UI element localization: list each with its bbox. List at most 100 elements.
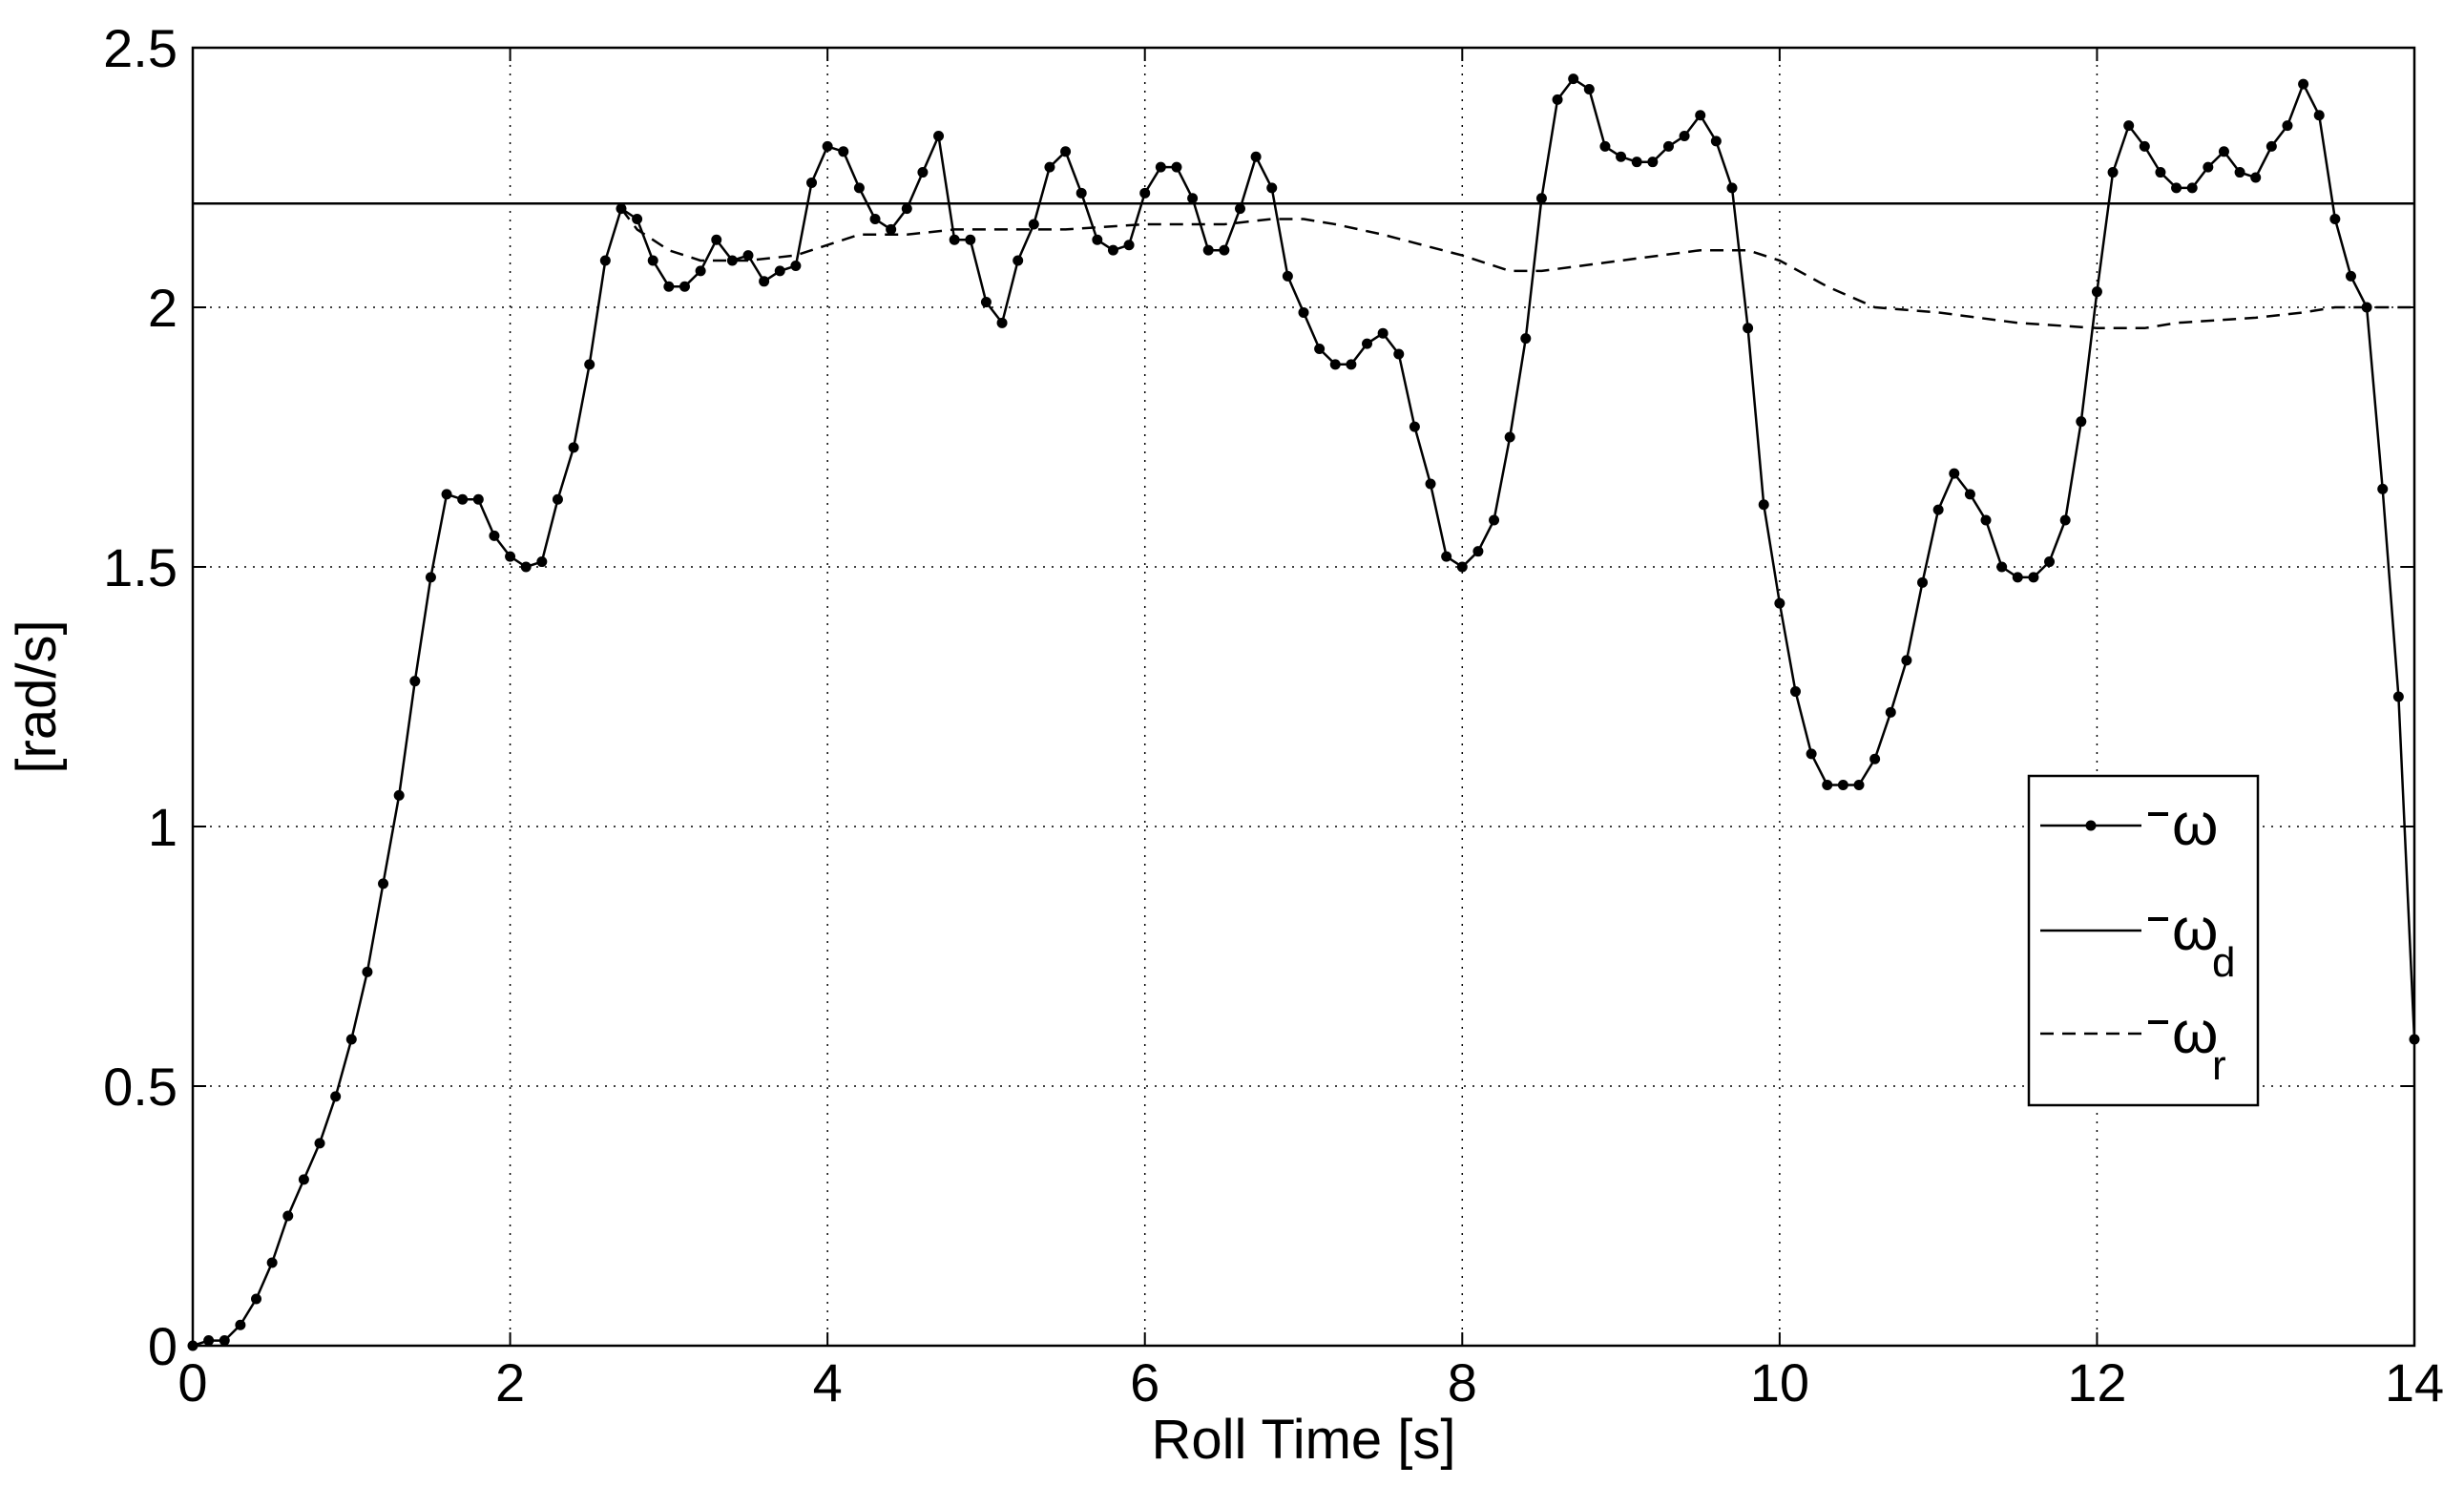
data-point — [1219, 244, 1230, 256]
data-point — [362, 966, 373, 977]
data-point — [457, 493, 469, 505]
data-point — [1583, 84, 1595, 95]
data-point — [1568, 73, 1579, 85]
data-point — [2298, 78, 2309, 90]
data-point — [1869, 753, 1881, 764]
legend-subscript: d — [2212, 939, 2235, 986]
data-point — [2345, 270, 2356, 282]
y-tick-label: 0 — [148, 1316, 177, 1376]
data-point — [1187, 193, 1199, 204]
data-point — [742, 250, 754, 262]
data-point — [1472, 546, 1484, 557]
data-point — [2107, 167, 2119, 178]
data-point — [790, 260, 802, 271]
data-point — [1616, 151, 1627, 162]
data-point — [520, 561, 532, 573]
data-point — [1107, 244, 1118, 256]
data-point — [679, 281, 690, 292]
legend-entry: ωd — [2040, 897, 2235, 986]
y-tick-label: 2 — [148, 278, 177, 338]
y-tick-label: 0.5 — [103, 1057, 177, 1117]
data-point — [2139, 140, 2150, 152]
data-point — [1631, 157, 1642, 168]
data-point — [949, 234, 960, 245]
data-point — [1441, 551, 1452, 562]
data-point — [1837, 779, 1848, 790]
series-line — [620, 207, 2414, 330]
legend-marker — [2085, 820, 2097, 831]
legend-box — [2027, 774, 2260, 1107]
data-point — [1234, 203, 1245, 215]
data-point — [1362, 338, 1373, 349]
data-point — [1726, 182, 1738, 194]
data-point — [1964, 489, 1975, 500]
x-tick-label: 12 — [2067, 1352, 2126, 1413]
data-point — [2377, 483, 2389, 494]
data-point — [1679, 130, 1690, 141]
data-point — [266, 1257, 278, 1268]
data-point — [838, 146, 849, 157]
legend-subscript: r — [2212, 1042, 2226, 1089]
data-point — [2218, 146, 2229, 157]
data-point — [1901, 655, 1912, 666]
data-point — [489, 530, 500, 541]
data-point — [806, 177, 818, 188]
data-point — [2313, 110, 2325, 121]
data-point — [2028, 572, 2039, 583]
data-point — [1535, 193, 1547, 204]
data-point — [1298, 306, 1309, 318]
data-point — [409, 676, 421, 687]
data-point — [1013, 255, 1024, 266]
data-point — [298, 1174, 309, 1185]
data-point — [599, 255, 611, 266]
data-point — [219, 1335, 230, 1347]
data-point — [1314, 344, 1326, 355]
data-point — [314, 1138, 325, 1149]
data-point — [901, 203, 912, 215]
data-point — [1028, 219, 1039, 230]
data-point — [980, 297, 992, 308]
data-point — [774, 265, 785, 277]
data-point — [1489, 514, 1500, 526]
data-point — [1774, 597, 1785, 609]
data-point — [441, 489, 452, 500]
data-point — [1822, 779, 1833, 790]
data-point — [203, 1335, 215, 1347]
y-tick-label: 1 — [148, 797, 177, 857]
data-point — [552, 493, 563, 505]
data-point — [1393, 348, 1405, 360]
data-point — [1250, 151, 1262, 162]
data-point — [1710, 136, 1722, 147]
data-point — [2250, 172, 2262, 183]
grid-lines — [193, 48, 2414, 1346]
data-point — [2076, 416, 2087, 428]
data-point — [1932, 504, 1944, 515]
data-point — [584, 359, 595, 370]
data-point — [2155, 167, 2166, 178]
data-point — [1520, 333, 1532, 345]
x-tick-label: 0 — [177, 1352, 207, 1413]
axis-ticks: 0 2 4 6 8 10 12 14 0 0.5 1 1.5 2 2.5 — [103, 18, 2444, 1413]
data-point — [1743, 323, 1754, 334]
data-point — [965, 234, 976, 245]
data-point — [1695, 110, 1706, 121]
x-tick-label: 8 — [1448, 1352, 1477, 1413]
data-point — [1789, 686, 1801, 698]
data-point — [2059, 514, 2071, 526]
data-point — [1329, 359, 1341, 370]
data-point — [1075, 187, 1087, 199]
data-point — [1123, 240, 1135, 251]
data-point — [2203, 161, 2214, 173]
data-point — [1139, 187, 1151, 199]
x-tick-label: 10 — [1750, 1352, 1809, 1413]
data-point — [282, 1210, 294, 1222]
data-point — [711, 234, 722, 245]
data-point — [1996, 561, 2008, 573]
data-point — [1980, 514, 1992, 526]
data-point — [2091, 286, 2102, 298]
data-point — [2012, 572, 2023, 583]
data-point — [1456, 561, 1468, 573]
